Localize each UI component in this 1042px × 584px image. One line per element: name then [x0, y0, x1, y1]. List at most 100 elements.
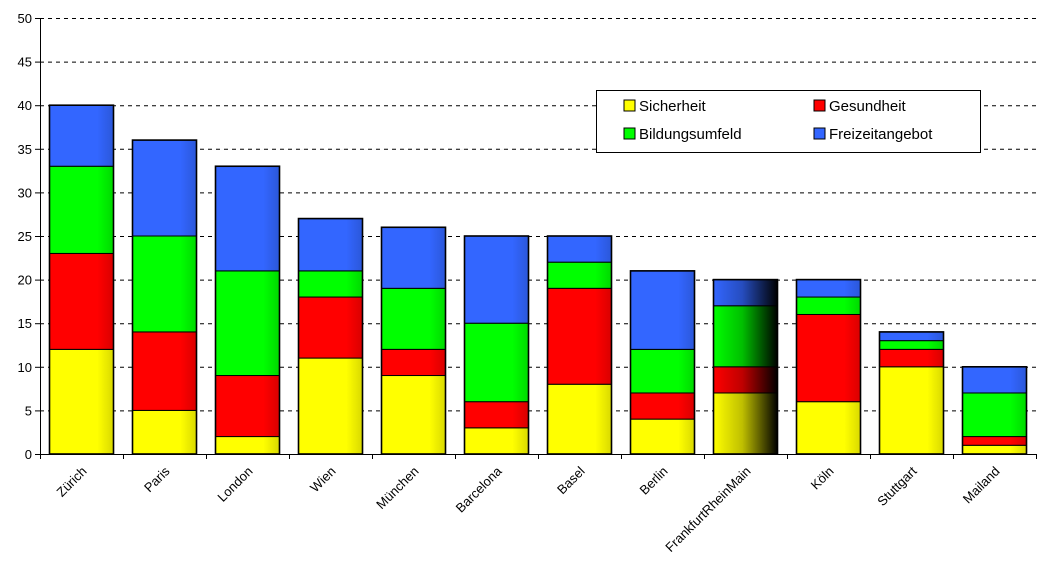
- bar-segment: [381, 287, 446, 350]
- x-tick-label: München: [373, 464, 421, 512]
- legend-label: Gesundheit: [829, 98, 907, 115]
- bars: [48, 104, 1028, 455]
- y-tick-label: 35: [18, 142, 32, 157]
- legend-label: Sicherheit: [639, 98, 707, 115]
- bar-segment: [49, 348, 114, 455]
- bar-stack: [712, 278, 779, 455]
- bar-segment: [464, 322, 529, 403]
- y-tick-label: 20: [18, 273, 32, 288]
- x-tick-label: Wien: [307, 464, 339, 496]
- bar-stack: [878, 331, 945, 455]
- y-tick-label: 40: [18, 98, 32, 113]
- x-tick-label: FrankfurtRheinMain: [662, 464, 753, 555]
- legend-swatch: [813, 127, 826, 140]
- bar-segment: [547, 287, 612, 385]
- bar-segment: [796, 279, 861, 298]
- bar-segment: [215, 270, 280, 377]
- bar-segment: [630, 418, 695, 455]
- x-tick-label: Köln: [808, 464, 837, 493]
- bar-segment: [962, 392, 1027, 438]
- bar-segment: [132, 139, 197, 237]
- bar-segment: [215, 165, 280, 272]
- legend-box: [596, 90, 981, 153]
- bar-segment: [298, 357, 363, 455]
- legend-label: Freizeitangebot: [829, 126, 933, 143]
- bar-segment: [879, 340, 944, 350]
- x-category-labels: Zürich Paris London Wien München Barcelona Bas…: [53, 463, 1002, 555]
- bar-segment: [298, 218, 363, 272]
- bar-stack: [546, 235, 613, 455]
- x-tick-label: Zürich: [53, 464, 89, 500]
- bar-segment: [713, 279, 778, 307]
- bar-stack: [214, 165, 281, 455]
- bar-segment: [49, 165, 114, 254]
- bar-segment: [547, 383, 612, 455]
- x-tick-label: Basel: [554, 463, 588, 497]
- bar-segment: [215, 375, 280, 438]
- legend-swatch: [623, 127, 636, 140]
- bar-segment: [298, 270, 363, 298]
- bar-segment: [464, 235, 529, 324]
- bar-segment: [962, 436, 1027, 446]
- bar-stack: [961, 365, 1028, 455]
- bar-segment: [796, 296, 861, 315]
- bar-segment: [796, 313, 861, 403]
- x-tick-label: Stuttgart: [874, 463, 920, 509]
- bar-stack: [463, 235, 530, 455]
- y-tick-label: 15: [18, 316, 32, 331]
- bar-segment: [879, 366, 944, 455]
- bar-segment: [381, 375, 446, 455]
- y-tick-label: 30: [18, 185, 32, 200]
- bar-segment: [713, 366, 778, 394]
- y-tick-label: 10: [18, 360, 32, 375]
- legend-swatch: [623, 99, 636, 112]
- bar-segment: [630, 392, 695, 420]
- bar-segment: [464, 427, 529, 455]
- bar-segment: [713, 305, 778, 368]
- y-tick-label: 25: [18, 229, 32, 244]
- bar-segment: [381, 226, 446, 289]
- bar-segment: [49, 104, 114, 167]
- y-tick-label: 0: [25, 447, 32, 462]
- bar-segment: [132, 331, 197, 411]
- bar-segment: [49, 252, 114, 350]
- bar-segment: [879, 348, 944, 368]
- bar-stack: [297, 217, 364, 455]
- bar-stack: [380, 226, 447, 455]
- bar-segment: [962, 444, 1027, 455]
- bar-stack: [131, 139, 198, 455]
- y-tick-label: 50: [18, 11, 32, 26]
- bar-segment: [298, 296, 363, 359]
- x-tick-label: Barcelona: [453, 463, 506, 516]
- bar-segment: [547, 261, 612, 289]
- axes: [35, 18, 1037, 459]
- x-tick-label: Mailand: [960, 464, 1003, 507]
- bar-stack: [795, 278, 862, 455]
- x-tick-label: Berlin: [637, 464, 671, 498]
- bar-segment: [962, 366, 1027, 394]
- bar-segment: [879, 331, 944, 342]
- y-tick-label: 45: [18, 55, 32, 70]
- bar-segment: [630, 348, 695, 394]
- bar-segment: [630, 270, 695, 350]
- bar-segment: [215, 436, 280, 455]
- legend-label: Bildungsumfeld: [639, 126, 742, 143]
- legend-swatch: [813, 99, 826, 112]
- gridlines: [40, 18, 1036, 412]
- y-tick-label: 5: [25, 403, 32, 418]
- x-tick-label: Paris: [141, 463, 173, 495]
- bar-stack: [629, 270, 696, 455]
- bar-stack: [48, 104, 115, 455]
- y-tick-labels: 0 5 10 15 20 25 30 35 40 45 50: [18, 11, 32, 462]
- bar-segment: [132, 235, 197, 333]
- bar-segment: [381, 348, 446, 377]
- bar-segment: [796, 401, 861, 455]
- bar-segment: [547, 235, 612, 263]
- legend: Sicherheit Gesundheit Bildungsumfeld Freize…: [596, 90, 981, 153]
- x-tick-label: London: [214, 464, 255, 505]
- bar-segment: [464, 401, 529, 429]
- bar-segment: [132, 409, 197, 455]
- bar-segment: [713, 392, 778, 455]
